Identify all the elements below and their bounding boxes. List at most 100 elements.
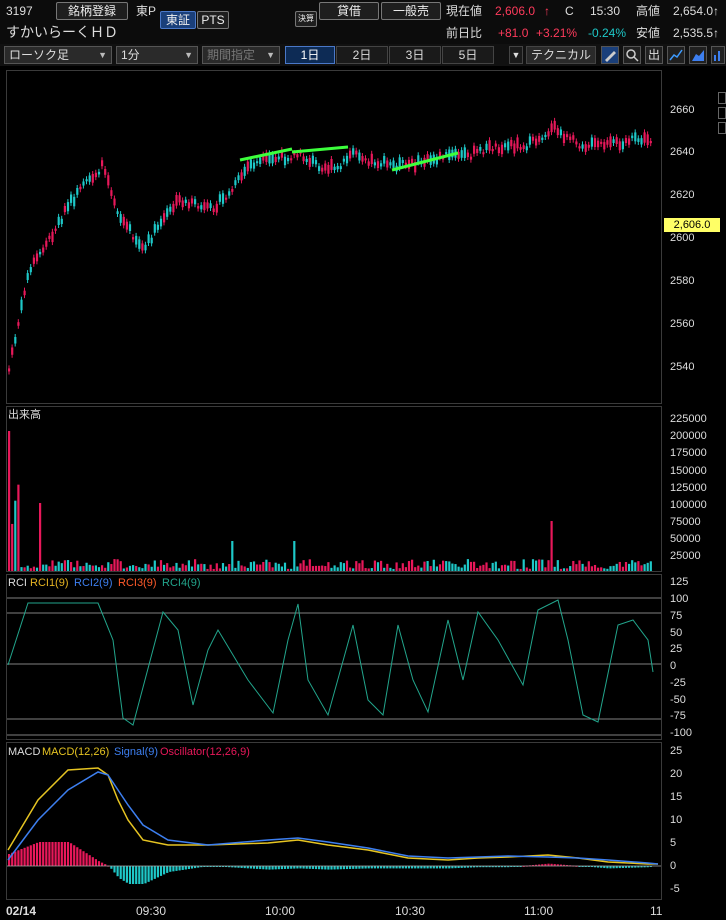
tab-5day[interactable]: 5日 <box>442 46 494 64</box>
price-tick: 2640 <box>670 146 695 158</box>
rci3-legend: RCI3(9) <box>118 577 157 589</box>
sub-percent: -0.24% <box>588 26 627 40</box>
volume-tick: 25000 <box>670 550 701 562</box>
tab-2day[interactable]: 2日 <box>336 46 388 64</box>
rci-tick: 50 <box>670 627 683 639</box>
macd-tick: 0 <box>670 860 677 872</box>
rci-tick: -100 <box>670 727 693 739</box>
market-label: 東P <box>136 4 157 18</box>
kessan-badge[interactable]: 決算 <box>295 11 317 27</box>
volume-tick: 100000 <box>670 499 707 511</box>
scroll-mid-icon[interactable] <box>718 107 726 119</box>
rci-tick: 125 <box>670 576 689 588</box>
macd-tick: 25 <box>670 745 683 757</box>
scroll-down-icon[interactable] <box>718 122 726 134</box>
time-axis: 02/14 09:30 10:00 10:30 11:00 11 <box>0 901 726 920</box>
current-label: 現在値 <box>446 4 483 18</box>
macd-panel[interactable] <box>6 742 662 900</box>
volume-tick: 225000 <box>670 413 707 425</box>
technical-button[interactable]: テクニカル <box>526 46 596 64</box>
time-label: 11:00 <box>524 904 554 918</box>
price-panel[interactable] <box>6 70 662 404</box>
oscillator-legend: Oscillator(12,26,9) <box>160 746 250 758</box>
rci-tick: 100 <box>670 593 689 605</box>
period-select[interactable]: 期間指定 ▼ <box>202 46 280 64</box>
chart-type-value: ローソク足 <box>9 48 70 62</box>
macd-legend: MACD(12,26) <box>42 746 110 758</box>
price-tick: 2540 <box>670 361 695 373</box>
change-label: 前日比 <box>446 26 483 40</box>
low-value: 2,535.5↑ <box>673 26 720 40</box>
rci-tick: 25 <box>670 643 683 655</box>
time-label: 09:30 <box>136 904 167 918</box>
time-label: 10:00 <box>265 904 296 918</box>
margin-loan-button[interactable]: 貸借 <box>319 2 379 20</box>
price-tick: 2580 <box>670 275 695 287</box>
tab-3day[interactable]: 3日 <box>389 46 441 64</box>
chart-bar-icon[interactable] <box>711 46 725 64</box>
header-bar: 3197 銘柄登録 東P 東証 PTS 決算 貸借 一般売 現在値 2,606.… <box>0 0 726 44</box>
close-mark: C <box>565 4 574 18</box>
signal-legend: Signal(9) <box>114 746 159 758</box>
rci-title: RCI <box>8 577 27 589</box>
price-tick: 2660 <box>670 104 695 116</box>
price-tick: 2600 <box>670 232 695 244</box>
rci-tick: -50 <box>670 694 686 706</box>
output-button[interactable]: 出 <box>645 46 663 64</box>
rci4-legend: RCI4(9) <box>162 577 201 589</box>
change-value: +81.0 <box>498 26 529 40</box>
tab-pts[interactable]: PTS <box>197 11 229 29</box>
tab-1day[interactable]: 1日 <box>285 46 335 64</box>
stock-name: すかいらーくＨＤ <box>6 24 118 40</box>
macd-title: MACD <box>8 746 41 758</box>
volume-tick: 50000 <box>670 533 701 545</box>
volume-title: 出来高 <box>8 409 41 421</box>
macd-tick: 5 <box>670 837 677 849</box>
rci-panel[interactable] <box>6 574 662 740</box>
register-button[interactable]: 銘柄登録 <box>56 2 128 20</box>
change-percent: +3.21% <box>536 26 578 40</box>
draw-pen-icon[interactable] <box>601 46 619 64</box>
current-price: 2,606.0 <box>495 4 536 18</box>
zoom-icon[interactable] <box>623 46 641 64</box>
volume-tick: 125000 <box>670 482 707 494</box>
chart-type-select[interactable]: ローソク足 ▼ <box>4 46 112 64</box>
time-label: 11 <box>650 904 663 918</box>
rci-tick: -25 <box>670 677 686 689</box>
macd-tick: 10 <box>670 814 683 826</box>
macd-tick: 20 <box>670 768 683 780</box>
scroll-up-icon[interactable] <box>718 92 726 104</box>
date-label: 02/14 <box>6 904 37 918</box>
interval-select[interactable]: 1分 ▼ <box>116 46 198 64</box>
chart-toolbar: ローソク足 ▼ 1分 ▼ 期間指定 ▼ 1日 2日 3日 5日 ▼ テクニカル 出 <box>0 44 726 66</box>
volume-tick: 175000 <box>670 447 707 459</box>
rci1-legend: RCI1(9) <box>30 577 69 589</box>
chart-line-icon[interactable] <box>667 46 685 64</box>
volume-panel[interactable] <box>6 406 662 572</box>
chart-area-icon[interactable] <box>689 46 707 64</box>
rci-tick: -75 <box>670 710 686 722</box>
volume-tick: 150000 <box>670 465 707 477</box>
volume-tick: 75000 <box>670 516 701 528</box>
high-label: 高値 <box>636 4 661 18</box>
stock-code: 3197 <box>6 4 33 18</box>
macd-tick: -5 <box>670 883 680 895</box>
chevron-down-icon: ▼ <box>184 50 193 60</box>
price-time: 15:30 <box>590 4 621 18</box>
period-value: 期間指定 <box>207 48 256 62</box>
interval-value: 1分 <box>121 48 140 62</box>
rci-tick: 75 <box>670 610 683 622</box>
current-price-tag: 2,606.0 <box>664 218 720 232</box>
up-arrow-icon: ↑ <box>544 4 550 18</box>
time-label: 10:30 <box>395 904 426 918</box>
price-tick: 2620 <box>670 189 695 201</box>
margin-general-button[interactable]: 一般売 <box>381 2 441 20</box>
price-tick: 2560 <box>670 318 695 330</box>
panel-scroll-buttons[interactable] <box>718 92 726 136</box>
low-label: 安値 <box>636 26 661 40</box>
high-value: 2,654.0↑ <box>673 4 720 18</box>
chevron-down-icon[interactable]: ▼ <box>509 46 523 64</box>
tab-tosho[interactable]: 東証 <box>160 11 196 29</box>
rci-tick: 0 <box>670 660 677 672</box>
